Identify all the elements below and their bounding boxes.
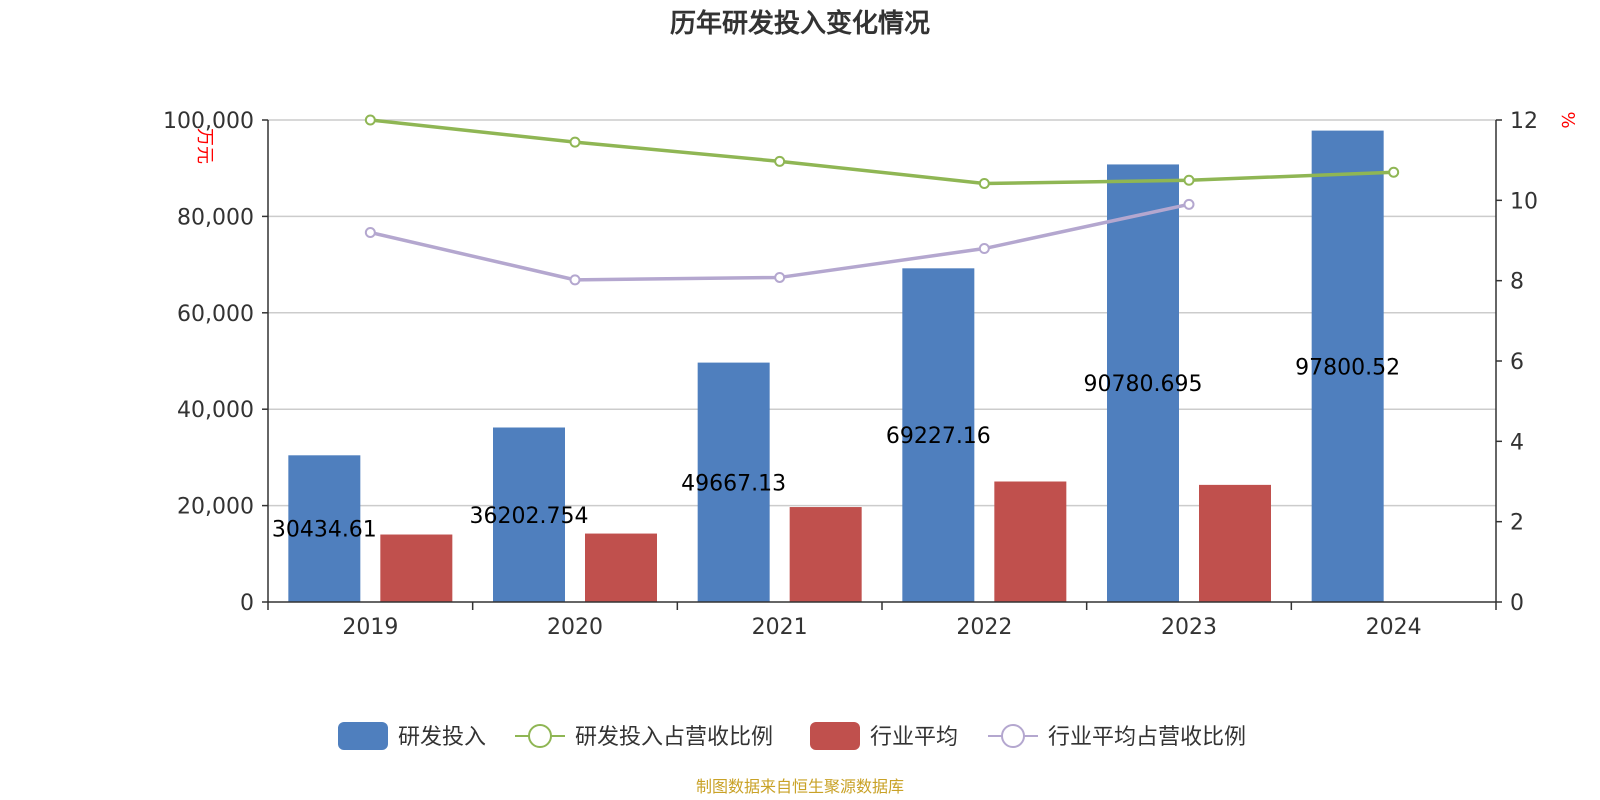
x-tick-label: 2022	[956, 615, 1012, 640]
x-tick-label: 2024	[1366, 615, 1422, 640]
line-rd-ratio	[370, 118, 1394, 186]
ratio-lines	[364, 114, 1400, 286]
y-right-tick-label: 12	[1510, 109, 1538, 134]
grid-lines	[268, 119, 1496, 507]
bar-industry-2020	[585, 533, 657, 602]
point-rd-ratio	[1183, 174, 1195, 186]
y-left-tick-label: 80,000	[177, 205, 254, 230]
y-right-tick-label: 8	[1510, 270, 1524, 295]
legend-swatch-rd-ratio-marker	[528, 724, 552, 748]
y-right-tick-label: 2	[1510, 511, 1524, 536]
y-right-tick-label: 0	[1510, 591, 1524, 616]
x-tick-label: 2020	[547, 615, 603, 640]
bar-rd-2020	[493, 427, 565, 602]
bar-rd-2023	[1107, 164, 1179, 602]
point-rd-ratio	[978, 177, 990, 189]
point-industry-ratio	[774, 271, 786, 283]
bar-industry-2023	[1199, 484, 1271, 602]
point-rd-ratio	[774, 155, 786, 167]
x-tick-label: 2019	[342, 615, 398, 640]
y-right-tick-label: 4	[1510, 430, 1524, 455]
legend-swatch-industry-bar	[810, 722, 860, 750]
legend: 研发投入 研发投入占营收比例 行业平均 行业平均占营收比例	[338, 722, 1246, 750]
chart-title: 历年研发投入变化情况	[670, 8, 930, 39]
point-industry-ratio	[978, 243, 990, 255]
legend-label-industry: 行业平均	[870, 725, 958, 750]
bars	[288, 130, 1384, 602]
y-left-tick-label: 20,000	[177, 495, 254, 520]
legend-label-rd-ratio: 研发投入占营收比例	[575, 725, 773, 750]
legend-label-industry-ratio: 行业平均占营收比例	[1048, 725, 1246, 750]
point-rd-ratio	[569, 136, 581, 148]
y-left-tick-label: 40,000	[177, 398, 254, 423]
data-label-rd-2022: 69227.16	[886, 424, 991, 449]
y-axis-right-name: %	[1557, 111, 1578, 128]
legend-swatch-rd-bar	[338, 722, 388, 750]
point-rd-ratio	[364, 114, 376, 126]
data-labels: 30434.61 36202.754 49667.13 69227.16 90780.6…	[272, 355, 1400, 542]
data-label-rd-2023: 90780.695	[1084, 372, 1203, 397]
data-label-rd-2021: 49667.13	[681, 471, 786, 496]
y-right-tick-label: 6	[1510, 350, 1524, 375]
x-tick-label: 2021	[752, 615, 808, 640]
bar-rd-2022	[902, 268, 975, 602]
y-right-tick-label: 10	[1510, 189, 1538, 214]
y-left-tick-label: 100,000	[163, 109, 254, 134]
y-left-tick-label: 60,000	[177, 302, 254, 327]
bar-rd-2024	[1311, 130, 1384, 602]
bar-industry-2021	[789, 507, 862, 602]
x-tick-label: 2023	[1161, 615, 1217, 640]
source-note: 制图数据来自恒生聚源数据库	[696, 777, 904, 796]
legend-label-rd: 研发投入	[398, 725, 486, 750]
data-label-rd-2019: 30434.61	[272, 518, 377, 543]
axes: 0 20,000 40,000 60,000 80,000 100,000 0 2 4 6 8 10 1…	[163, 109, 1538, 640]
point-industry-ratio	[1183, 198, 1195, 210]
bar-rd-2019	[288, 455, 361, 602]
y-axis-left-name: 万元	[194, 128, 215, 164]
point-industry-ratio	[364, 226, 376, 238]
y-left-tick-label: 0	[240, 591, 254, 616]
bar-industry-2019	[380, 534, 453, 602]
data-label-rd-2024: 97800.52	[1295, 355, 1400, 380]
point-rd-ratio	[1388, 166, 1400, 178]
bar-rd-2021	[697, 362, 770, 602]
data-label-rd-2020: 36202.754	[470, 504, 589, 529]
point-industry-ratio	[569, 274, 581, 286]
bar-industry-2022	[994, 481, 1067, 602]
legend-swatch-industry-ratio-marker	[1001, 724, 1025, 748]
